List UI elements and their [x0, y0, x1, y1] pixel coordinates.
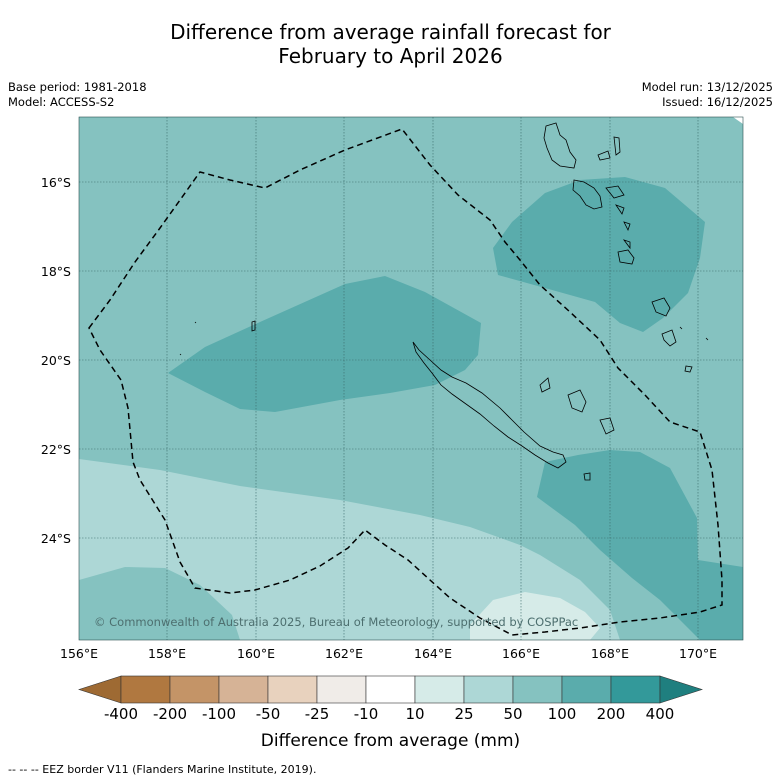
- colorbar-label: -50: [255, 705, 281, 723]
- lat-label-16s: 16°S: [40, 175, 71, 190]
- lon-label-168e: 168°E: [590, 646, 630, 661]
- colorbar-swatch-5: [316, 675, 367, 704]
- meta-left: Base period: 1981-2018 Model: ACCESS-S2: [8, 80, 147, 110]
- western-islets: [179, 320, 256, 356]
- lon-label-170e: 170°E: [678, 646, 718, 661]
- vanuatu-islands: [543, 122, 709, 373]
- colorbar-label: 100: [547, 705, 577, 723]
- colorbar-swatch-1: [120, 675, 171, 704]
- lon-label-162e: 162°E: [324, 646, 364, 661]
- colorbar-swatch-6: [365, 675, 416, 704]
- new-caledonia-island: [412, 341, 567, 469]
- field-se-100-200: [537, 450, 743, 640]
- issued-date: Issued: 16/12/2025: [662, 95, 773, 109]
- colorbar-swatch-10: [561, 675, 612, 704]
- colorbar-swatch-2: [169, 675, 220, 704]
- field-ne-100-200: [493, 177, 705, 332]
- gridlines: [79, 117, 743, 640]
- map-corner-notch: [733, 117, 743, 124]
- lon-label-156e: 156°E: [59, 646, 99, 661]
- eez-border: [88, 128, 723, 636]
- colorbar-extend-high: [659, 675, 703, 704]
- colorbar-label: -25: [304, 705, 330, 723]
- loyalty-islands: [539, 377, 615, 481]
- chart-title: Difference from average rainfall forecas…: [0, 20, 781, 68]
- colorbar-label: 50: [503, 705, 523, 723]
- colorbar-title: Difference from average (mm): [260, 731, 521, 751]
- lat-label-22s: 22°S: [40, 442, 71, 457]
- colorbar-swatch-11: [610, 675, 661, 704]
- title-line-1: Difference from average rainfall forecas…: [170, 20, 611, 44]
- base-period: Base period: 1981-2018: [8, 80, 147, 94]
- colorbar-swatch-7: [414, 675, 465, 704]
- lat-label-24s: 24°S: [40, 531, 71, 546]
- colorbar-swatch-9: [512, 675, 563, 704]
- lat-label-20s: 20°S: [40, 353, 71, 368]
- map-layers: [79, 117, 743, 640]
- lon-label-158e: 158°E: [147, 646, 187, 661]
- colorbar: [78, 675, 703, 704]
- colorbar-extend-low: [78, 675, 122, 704]
- colorbar-label: 200: [596, 705, 626, 723]
- eez-footnote: -- -- -- EEZ border V11 (Flanders Marine…: [8, 763, 317, 776]
- model-name: Model: ACCESS-S2: [8, 95, 115, 109]
- field-10-25: [470, 592, 600, 640]
- colorbar-swatch-4: [267, 675, 318, 704]
- model-run: Model run: 13/12/2025: [641, 80, 773, 94]
- colorbar-label: 10: [405, 705, 425, 723]
- colorbar-label: -400: [103, 705, 139, 723]
- copyright-text: © Commonwealth of Australia 2025, Bureau…: [94, 615, 579, 629]
- colorbar-label: -10: [353, 705, 379, 723]
- map-frame: [78, 116, 744, 641]
- lon-label-160e: 160°E: [236, 646, 276, 661]
- title-line-2: February to April 2026: [278, 44, 503, 68]
- colorbar-label: -200: [152, 705, 188, 723]
- meta-right: Model run: 13/12/2025 Issued: 16/12/2025: [642, 80, 773, 110]
- lon-label-166e: 166°E: [501, 646, 541, 661]
- colorbar-swatch-3: [218, 675, 269, 704]
- field-25-50: [79, 459, 620, 640]
- colorbar-label: 25: [454, 705, 474, 723]
- lat-label-18s: 18°S: [40, 264, 71, 279]
- colorbar-label: -100: [201, 705, 237, 723]
- field-central-100-200: [168, 276, 481, 412]
- colorbar-label: 400: [645, 705, 675, 723]
- field-sw-50-100: [79, 567, 240, 640]
- colorbar-swatch-8: [463, 675, 514, 704]
- lon-label-164e: 164°E: [413, 646, 453, 661]
